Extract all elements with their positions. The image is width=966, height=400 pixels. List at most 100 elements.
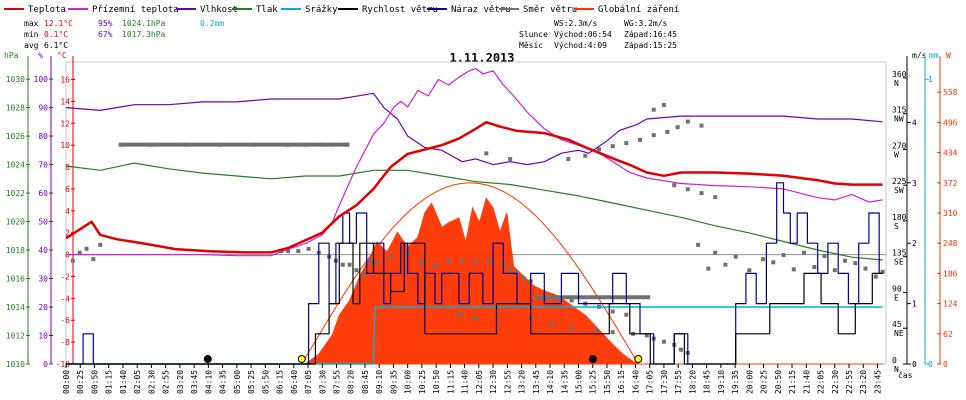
series-teplota [65, 120, 883, 254]
direction-point [521, 276, 526, 281]
tick-label-radiation: 372 [943, 179, 958, 188]
direction-point [699, 123, 704, 128]
direction-point [644, 333, 649, 338]
direction-point [556, 296, 560, 301]
max-temp: 12.1°C [44, 19, 73, 28]
direction-point [91, 257, 96, 262]
tick-label-direction-compass: SE [894, 258, 904, 267]
tick-label-percent: 60 [38, 189, 48, 198]
direction-point [713, 195, 718, 200]
direction-point [98, 242, 103, 247]
tick-label-hpa: 1016 [6, 275, 25, 284]
direction-point [508, 266, 513, 271]
tick-label-hpa: 1018 [6, 246, 25, 255]
direction-point [487, 258, 492, 263]
x-tick-label: 19:10 [717, 370, 726, 394]
direction-point [832, 268, 837, 273]
tick-label-direction-compass: N [894, 79, 899, 88]
moonrise-marker [203, 355, 212, 363]
x-tick-label: 07:05 [304, 370, 313, 394]
direction-point [484, 151, 489, 156]
tick-label-temp: 16 [60, 76, 70, 85]
tick-label-temp: 12 [60, 119, 70, 128]
tick-label-temp: 2 [65, 229, 70, 238]
tick-label-temp: 10 [60, 141, 70, 150]
x-axis-ticks: 00:00 00:25 00:50 01:15 01:40 02:05 02:30 02:55… [62, 364, 882, 394]
series-pocitova [66, 68, 883, 257]
tick-label-percent: 20 [38, 303, 48, 312]
x-tick-label: 23:45 [873, 370, 882, 394]
tick-label-direction: 225 [892, 177, 907, 186]
direction-point [515, 270, 519, 275]
direction-point [456, 312, 461, 317]
tick-label-percent: 50 [38, 218, 48, 227]
tick-label-hpa: 1020 [6, 218, 25, 227]
axis-title-rain: mm [929, 51, 939, 60]
x-tick-label: 01:15 [105, 370, 114, 394]
x-tick-label: 15:00 [575, 370, 584, 394]
legend-label-teplota: Teplota [28, 5, 66, 15]
tick-label-direction: 135 [892, 249, 907, 258]
clear-sky-curve [301, 182, 639, 365]
direction-point [679, 347, 683, 352]
tick-label-temp: 8 [65, 163, 70, 172]
legend-label-tlak: Tlak [256, 5, 278, 15]
x-tick-label: 12:05 [475, 370, 484, 394]
tick-label-percent: 40 [38, 246, 48, 255]
tick-label-direction-compass: N [894, 365, 899, 374]
direction-point [118, 142, 123, 147]
x-tick-label: 20:00 [745, 370, 754, 394]
x-tick-label: 16:15 [617, 370, 626, 394]
tick-label-speed: 0 [912, 360, 917, 369]
direction-point [624, 312, 629, 317]
direction-point [685, 187, 690, 192]
legend-label-naraz: Náraz větru [451, 5, 511, 15]
min-label: min [24, 30, 39, 39]
tick-label-direction-compass: E [894, 293, 899, 302]
tick-label-radiation: 62 [943, 330, 953, 339]
direction-point [880, 269, 885, 274]
tick-label-direction: 270 [892, 141, 907, 150]
axis-title-temp: °C [57, 51, 67, 60]
x-tick-label: 09:10 [375, 370, 384, 394]
x-tick-label: 08:20 [347, 370, 356, 394]
sun-label: Slunce [519, 30, 548, 39]
x-tick-label: 01:40 [119, 370, 128, 394]
x-tick-label: 22:05 [817, 370, 826, 394]
direction-point [610, 144, 615, 149]
x-tick-label: 22:55 [845, 370, 854, 394]
direction-point [433, 264, 437, 269]
tick-label-percent: 10 [38, 332, 48, 341]
direction-point [374, 260, 379, 265]
direction-point [733, 254, 738, 259]
direction-point [713, 250, 718, 255]
x-axis-title: čas [898, 370, 913, 380]
direction-point [843, 258, 847, 263]
legend-label-srazky: Srážky [305, 5, 338, 15]
x-tick-label: 09:35 [389, 370, 398, 394]
legend-label-smer: Směr větru [523, 5, 577, 15]
direction-point [508, 157, 513, 161]
direction-point [675, 125, 680, 130]
x-tick-label: 15:50 [603, 370, 612, 394]
tick-label-direction: 45 [892, 320, 902, 329]
direction-point [723, 262, 728, 267]
sunset-text: Západ:16:45 [624, 30, 677, 39]
direction-point [320, 142, 325, 147]
tick-label-hpa: 1026 [6, 132, 25, 141]
direction-point [747, 268, 752, 273]
x-tick-label: 10:50 [432, 370, 441, 394]
direction-point [761, 257, 765, 262]
max-press: 1024.1hPa [122, 19, 166, 28]
direction-point [873, 274, 878, 279]
direction-point [863, 266, 868, 271]
tick-label-direction: 90 [892, 284, 902, 293]
x-tick-label: 13:45 [532, 370, 541, 394]
sunset-marker [634, 355, 643, 363]
x-tick-label: 06:40 [290, 370, 299, 394]
direction-point [696, 242, 701, 247]
x-tick-label: 16:40 [631, 370, 640, 394]
series-tlak [65, 162, 883, 261]
tick-label-rain: 0 [928, 360, 933, 369]
tick-label-hpa: 1014 [6, 303, 25, 312]
